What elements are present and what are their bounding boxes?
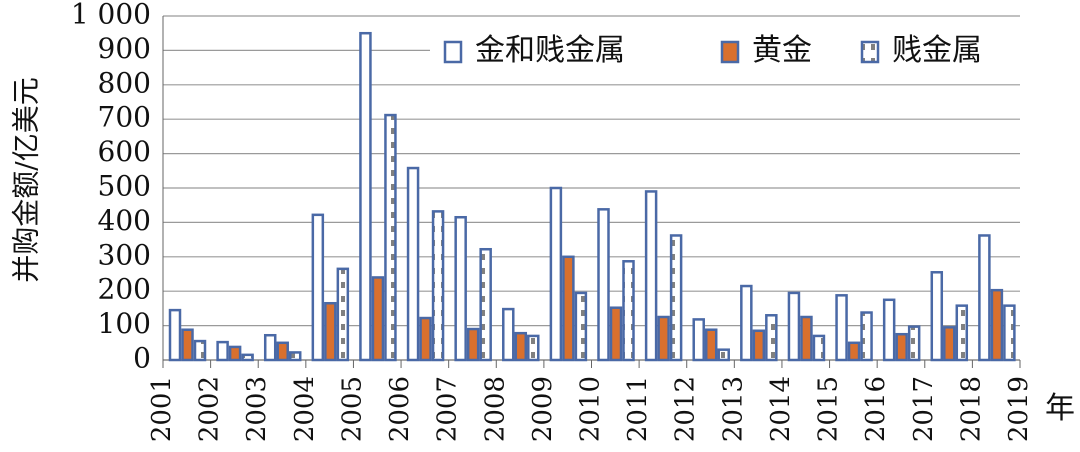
bar (943, 326, 956, 362)
x-tick-label: 2016 (861, 376, 891, 442)
x-tick-label: 2009 (528, 376, 558, 442)
x-tick-label: 2005 (337, 376, 367, 442)
bar (168, 308, 182, 362)
bar (692, 318, 705, 362)
bar (574, 291, 588, 362)
x-tick-label: 2011 (623, 376, 653, 442)
bar (336, 267, 350, 362)
bar (181, 328, 194, 362)
bar (419, 316, 432, 362)
bar (241, 353, 254, 362)
bar (907, 325, 921, 362)
legend-label: 黄金 (752, 33, 812, 68)
legend-label: 金和贱金属 (475, 33, 625, 68)
y-tick-label: 600 (98, 135, 151, 168)
y-axis-label: 并购金额/亿美元 (10, 77, 43, 282)
bar (384, 113, 397, 362)
bar (263, 333, 277, 362)
bar (371, 276, 385, 362)
bar (644, 190, 658, 362)
bar (990, 288, 1004, 362)
x-tick-label: 2010 (576, 376, 606, 442)
bar (466, 327, 480, 362)
legend: 金和贱金属 黄金 贱金属 (430, 28, 1022, 74)
bar (847, 341, 861, 362)
bar (527, 334, 540, 362)
bar (288, 351, 302, 362)
x-tick-label: 2013 (718, 376, 748, 442)
bar (860, 311, 873, 362)
bar (717, 348, 730, 362)
bar (228, 345, 242, 362)
y-tick-label: 500 (98, 170, 151, 203)
y-tick-label: 300 (98, 238, 151, 271)
legend-swatch (443, 40, 463, 64)
x-tick-label: 2004 (290, 376, 320, 442)
bar (765, 314, 778, 362)
bar (311, 213, 325, 362)
y-tick-label: 900 (98, 32, 151, 65)
x-tick-label: 2014 (766, 376, 796, 442)
bar (955, 304, 969, 362)
x-tick-label: 2008 (480, 376, 510, 442)
bar (812, 334, 826, 362)
bar (622, 260, 635, 362)
y-tick-label: 400 (98, 204, 151, 237)
x-tick-label: 2018 (956, 376, 986, 442)
bar (431, 210, 445, 362)
bar (800, 315, 813, 362)
bar (324, 301, 337, 362)
bar (502, 307, 515, 362)
x-tick-label: 2007 (433, 376, 463, 442)
bar (609, 306, 623, 362)
y-tick-label: 0 (133, 342, 151, 375)
bar (895, 332, 908, 362)
bar (669, 234, 683, 362)
bar (359, 31, 372, 362)
x-tick-label: 2015 (814, 376, 844, 442)
x-tick-label: 2019 (1004, 376, 1034, 442)
x-tick-label: 2002 (195, 376, 225, 442)
bar (930, 271, 944, 362)
x-tick-label: 2006 (385, 376, 415, 442)
y-tick-label: 800 (98, 66, 151, 99)
bar (978, 234, 991, 362)
bar (406, 166, 420, 362)
bar (549, 186, 563, 362)
legend-swatch (860, 40, 880, 64)
legend-swatch (720, 40, 740, 64)
legend-label: 贱金属 (892, 33, 982, 68)
x-tick-label: 2012 (671, 376, 701, 442)
bar (276, 341, 289, 362)
x-tick-label: 2003 (242, 376, 272, 442)
bar (740, 284, 753, 362)
bar (597, 208, 610, 362)
bar (514, 331, 528, 362)
bar (882, 298, 896, 362)
bar (835, 294, 848, 362)
bar (752, 329, 766, 362)
bar (454, 215, 467, 362)
y-tick-label: 1 000 (71, 0, 151, 31)
bar (562, 255, 575, 362)
bar (193, 339, 207, 362)
bar (216, 340, 229, 362)
x-axis-label: 年 (1045, 391, 1075, 426)
y-tick-label: 700 (98, 101, 151, 134)
x-tick-label: 2001 (147, 376, 177, 442)
bar (1003, 304, 1016, 362)
x-tick-label: 2017 (909, 376, 939, 442)
bar (704, 328, 718, 362)
bar (657, 315, 670, 362)
y-tick-label: 100 (98, 307, 151, 340)
bar (787, 291, 801, 362)
y-tick-label: 200 (98, 273, 151, 306)
bar (479, 247, 492, 362)
